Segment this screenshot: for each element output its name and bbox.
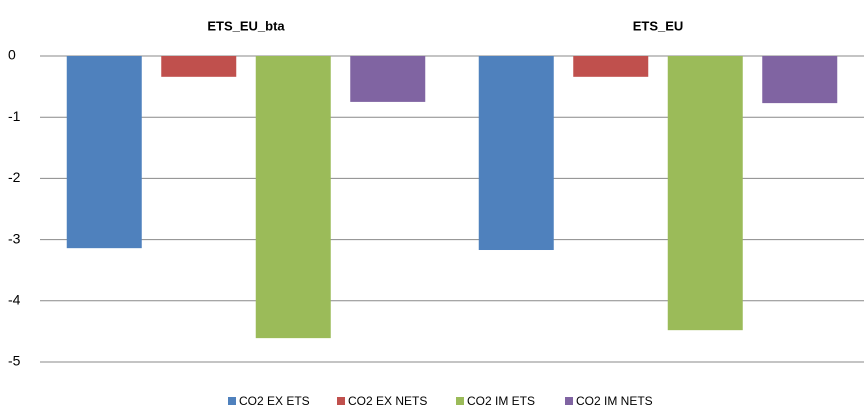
y-tick-label: -4 (8, 292, 21, 308)
y-tick-label: -1 (8, 108, 21, 124)
bar (762, 56, 838, 104)
legend-label: CO2 EX NETS (348, 394, 427, 408)
category-label: ETS_EU_bta (207, 18, 285, 33)
y-tick-label: -3 (8, 230, 21, 246)
bar (478, 56, 554, 251)
bar (573, 56, 649, 77)
legend-swatch (228, 397, 236, 405)
legend-label: CO2 IM ETS (467, 394, 535, 408)
legend-label: CO2 IM NETS (576, 394, 653, 408)
y-tick-label: -5 (8, 353, 21, 369)
bar (255, 56, 331, 339)
y-tick-label: -2 (8, 169, 21, 185)
category-label: ETS_EU (633, 18, 684, 33)
y-tick-label: 0 (8, 47, 16, 63)
legend-label: CO2 EX ETS (239, 394, 310, 408)
bar (66, 56, 142, 249)
bar (667, 56, 743, 331)
legend-swatch (456, 397, 464, 405)
bar (350, 56, 426, 102)
legend-swatch (565, 397, 573, 405)
bar (161, 56, 237, 77)
legend-swatch (337, 397, 345, 405)
